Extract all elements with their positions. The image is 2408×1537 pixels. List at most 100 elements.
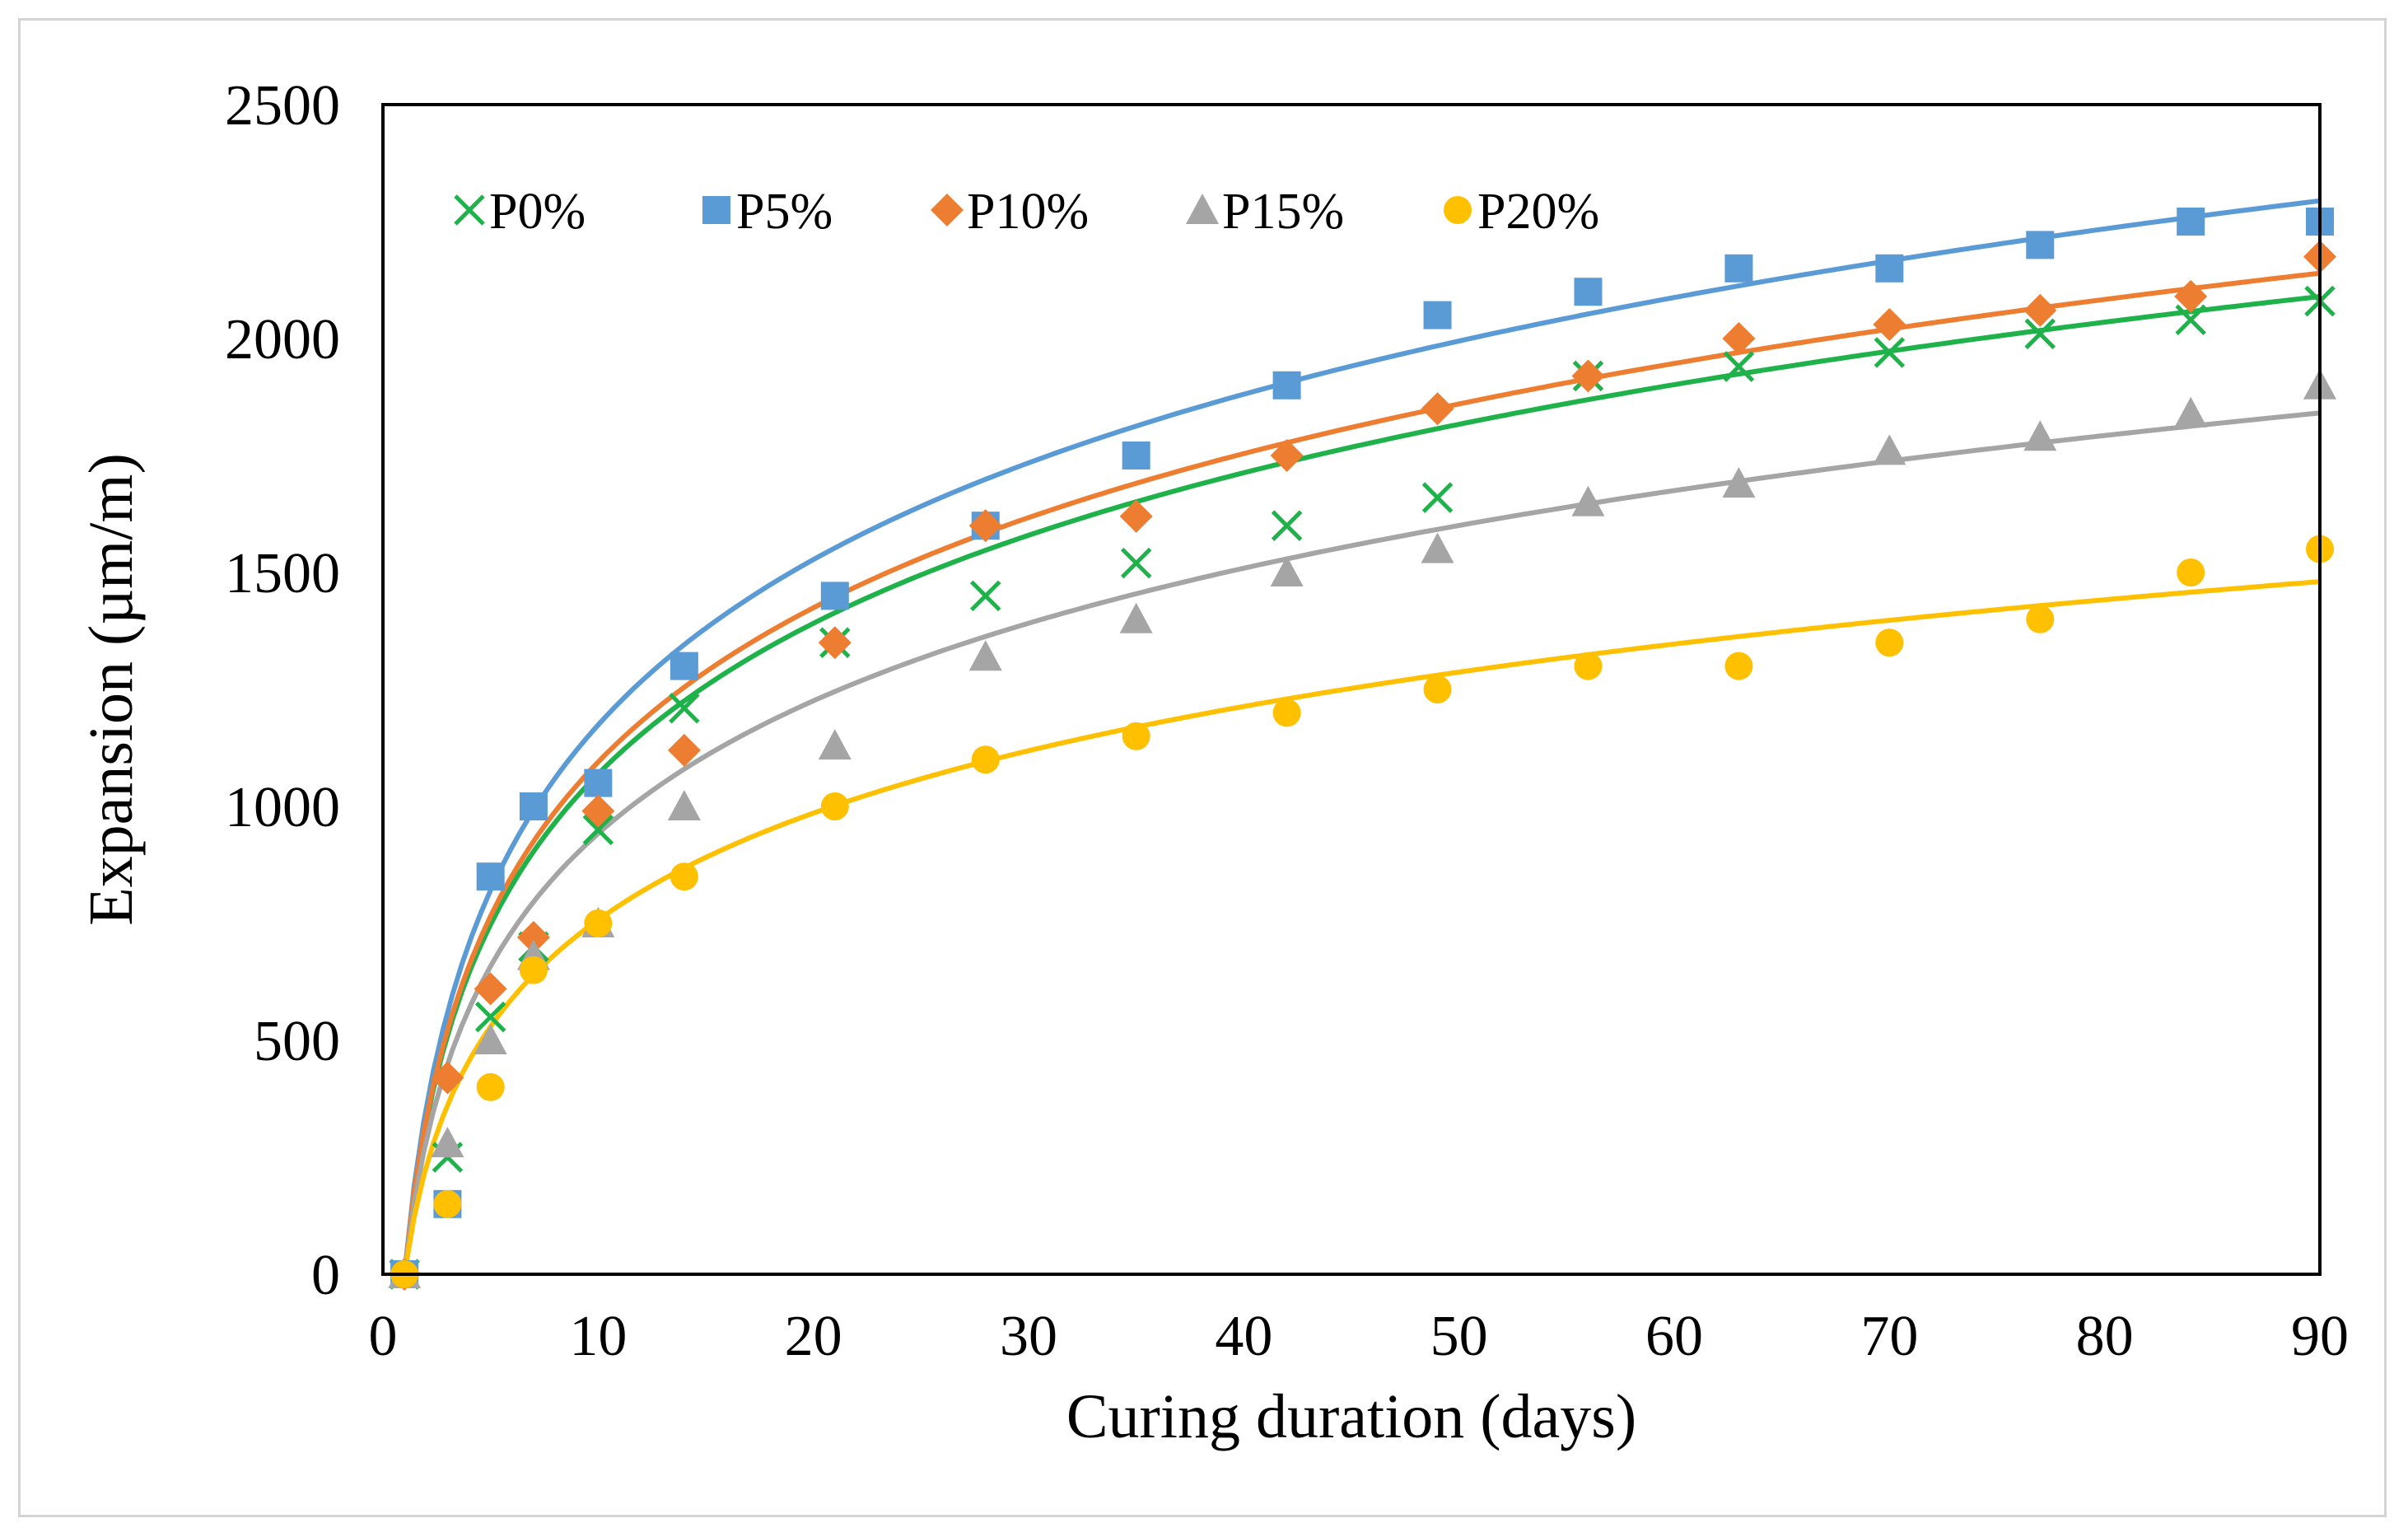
point-p0pct — [582, 814, 614, 846]
point-p5pct — [519, 792, 548, 820]
point-p20pct — [820, 792, 849, 820]
point-p5pct — [476, 862, 505, 891]
x-tick-label: 70 — [1860, 1305, 1918, 1368]
point-p0pct — [1271, 510, 1303, 541]
x-tick-label: 10 — [569, 1305, 627, 1368]
point-p10pct — [1421, 392, 1454, 426]
y-tick-label: 500 — [254, 1010, 340, 1073]
y-axis-ticks: 0 500 1000 1500 2000 2500 — [225, 74, 340, 1307]
point-p20pct — [1875, 628, 1904, 657]
x-tick-label: 30 — [1000, 1305, 1057, 1368]
point-p0pct — [1120, 547, 1152, 579]
point-p15pct — [1270, 556, 1304, 586]
point-p10pct — [667, 733, 701, 767]
y-axis-title: Expansion (µm/m) — [77, 453, 146, 926]
point-p15pct — [2174, 396, 2208, 427]
legend: P0% P5% P10% P15% P20% — [454, 184, 1599, 240]
y-tick-label: 1000 — [225, 776, 340, 839]
point-p5pct — [2026, 231, 2055, 259]
point-p0pct — [1874, 337, 1906, 368]
legend-marker-p15pct — [1186, 194, 1219, 224]
x-tick-label: 80 — [2076, 1305, 2134, 1368]
point-p5pct — [1875, 254, 1904, 283]
point-p5pct — [820, 582, 849, 610]
x-tick-label: 50 — [1430, 1305, 1488, 1368]
legend-marker-p20pct — [1444, 196, 1472, 224]
point-p10pct — [474, 972, 507, 1006]
legend-label: P0% — [489, 184, 586, 240]
point-p15pct — [968, 640, 1002, 671]
point-p10pct — [818, 626, 852, 660]
point-p15pct — [1722, 467, 1756, 498]
x-tick-label: 60 — [1645, 1305, 1703, 1368]
point-p10pct — [581, 794, 615, 828]
x-axis-title: Curing duration (days) — [1066, 1382, 1636, 1451]
trendline-p15pct — [402, 410, 2321, 1275]
point-p10pct — [968, 509, 1002, 543]
data-markers — [388, 208, 2336, 1291]
point-p15pct — [1873, 434, 1906, 465]
point-p0pct — [2175, 304, 2206, 336]
point-p5pct — [1423, 301, 1452, 329]
x-tick-label: 20 — [785, 1305, 842, 1368]
point-p15pct — [474, 1024, 507, 1054]
point-p20pct — [1724, 652, 1753, 680]
point-p15pct — [1119, 602, 1153, 633]
trendline-p5pct — [402, 198, 2321, 1275]
point-p20pct — [2177, 558, 2205, 586]
point-p5pct — [584, 768, 613, 797]
point-p5pct — [1574, 278, 1603, 306]
point-p0pct — [1421, 482, 1454, 513]
legend-label: P5% — [736, 184, 833, 240]
y-tick-label: 2500 — [225, 74, 340, 138]
point-p10pct — [2023, 293, 2057, 327]
point-p15pct — [1421, 532, 1454, 563]
point-p20pct — [971, 745, 1000, 774]
point-p10pct — [1722, 322, 1756, 355]
point-p20pct — [476, 1072, 505, 1101]
point-p20pct — [433, 1189, 462, 1218]
x-tick-label: 0 — [369, 1305, 398, 1368]
x-tick-label: 40 — [1215, 1305, 1272, 1368]
point-p10pct — [1119, 499, 1153, 533]
trendline-p10pct — [402, 270, 2321, 1275]
y-tick-label: 2000 — [225, 308, 340, 371]
x-axis-ticks: 0 10 20 30 40 50 60 70 80 90 — [369, 1305, 2350, 1368]
trendlines — [402, 198, 2321, 1275]
legend-label: P20% — [1477, 184, 1599, 240]
legend-label: P10% — [967, 184, 1089, 240]
legend-marker-p0pct — [454, 194, 485, 226]
point-p5pct — [2177, 208, 2205, 236]
point-p0pct — [969, 580, 1001, 612]
point-p0pct — [2024, 318, 2056, 350]
point-p10pct — [2174, 279, 2208, 313]
chart-frame — [18, 18, 2387, 1517]
point-p20pct — [1574, 652, 1603, 680]
point-p20pct — [584, 909, 613, 937]
point-p5pct — [1122, 441, 1150, 470]
point-p5pct — [1724, 254, 1753, 283]
point-p0pct — [669, 692, 700, 724]
point-p20pct — [2026, 605, 2055, 633]
point-p10pct — [1873, 307, 1906, 341]
point-p5pct — [670, 652, 698, 680]
point-p10pct — [1571, 359, 1605, 393]
point-p10pct — [1270, 439, 1304, 472]
point-p0pct — [1723, 351, 1755, 382]
point-p0pct — [474, 1001, 506, 1033]
point-p5pct — [1272, 371, 1301, 399]
point-p15pct — [2023, 420, 2057, 451]
y-tick-label: 1500 — [225, 542, 340, 605]
point-p10pct — [516, 921, 550, 955]
point-p10pct — [431, 1061, 464, 1095]
legend-marker-p5pct — [702, 196, 730, 224]
point-p20pct — [1122, 722, 1150, 750]
point-p20pct — [1423, 675, 1452, 703]
y-tick-label: 0 — [311, 1244, 340, 1307]
point-p15pct — [1571, 485, 1605, 516]
point-p20pct — [519, 955, 548, 984]
legend-label: P15% — [1222, 184, 1344, 240]
trendline-p0pct — [402, 294, 2321, 1275]
legend-marker-p10pct — [931, 194, 964, 227]
